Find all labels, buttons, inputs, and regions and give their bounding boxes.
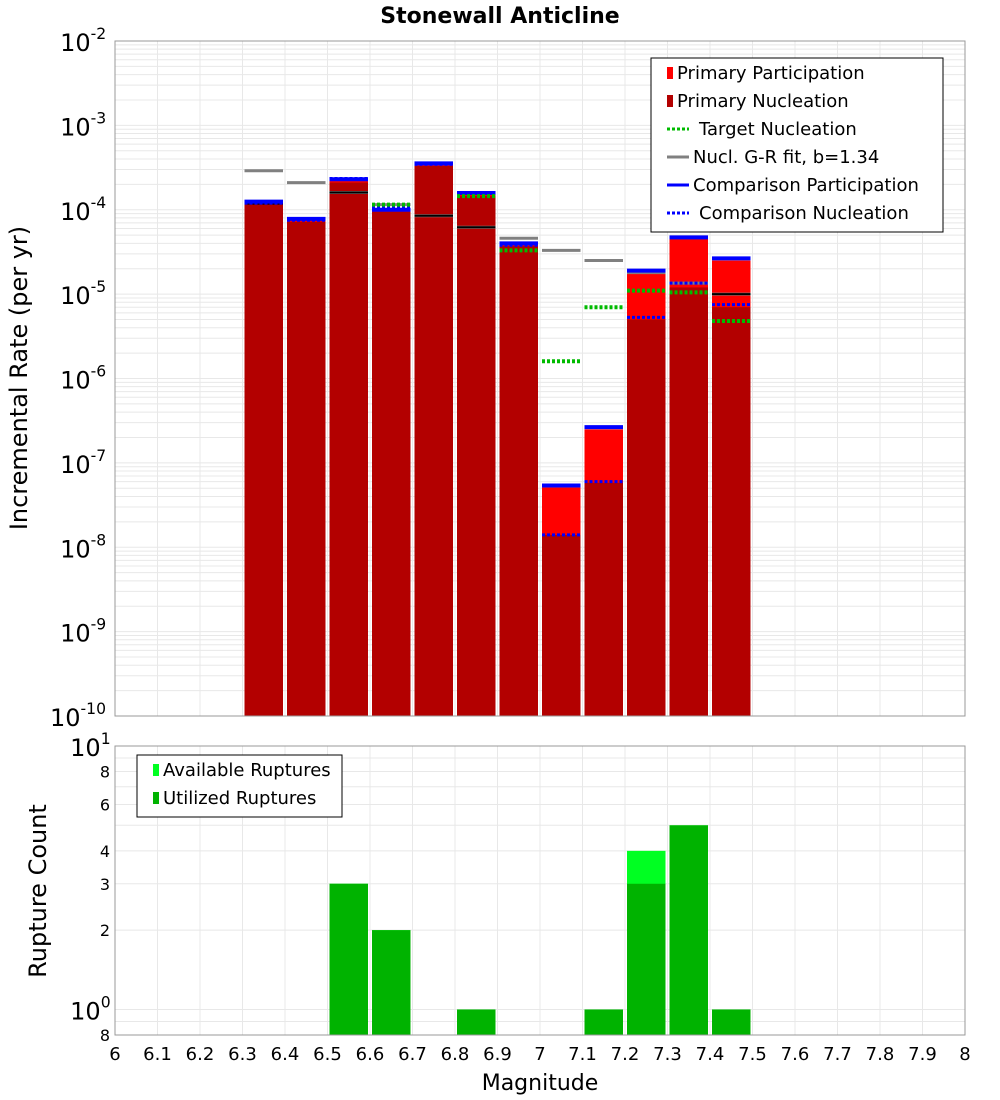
bottom-y-axis-label: Rupture Count <box>24 804 52 978</box>
x-tick-label: 6 <box>109 1044 120 1065</box>
y-tick-label: 8 <box>100 1026 110 1045</box>
primary-nucleation-bar <box>627 319 666 716</box>
primary-nucleation-bar <box>287 221 326 716</box>
y-tick-label: 4 <box>100 842 110 861</box>
y-tick-label: 10-2 <box>60 25 106 57</box>
y-tick-label: 6 <box>100 795 110 814</box>
x-axis-label: Magnitude <box>482 1071 599 1096</box>
bottom-legend: Available Ruptures Utilized Ruptures <box>136 754 343 818</box>
x-tick-label: 6.3 <box>228 1044 257 1065</box>
utilized-ruptures-bar <box>627 883 666 1035</box>
x-tick-label: 6.1 <box>143 1044 172 1065</box>
primary-nucleation-bar <box>244 204 283 717</box>
legend-swatch <box>153 792 159 804</box>
utilized-ruptures-bar <box>457 1009 496 1035</box>
x-tick-label: 7.5 <box>738 1044 767 1065</box>
top-legend: Primary Participation Primary Nucleation T… <box>650 57 944 233</box>
top-plot-frame <box>114 40 966 717</box>
x-tick-label: 6.5 <box>313 1044 342 1065</box>
top-plot-bars <box>244 164 751 717</box>
x-tick-label: 7.7 <box>823 1044 852 1065</box>
top-y-tick-labels: 10-10 10-9 10-8 10-7 10-6 10-5 10-4 10-3 10-2 <box>50 25 106 732</box>
legend-box <box>136 754 343 818</box>
utilized-ruptures-bar <box>372 930 411 1035</box>
y-tick-label: 10-10 <box>50 700 106 732</box>
primary-nucleation-bar <box>372 211 411 716</box>
primary-nucleation-bar <box>712 307 751 716</box>
legend-label: Primary Participation <box>677 63 865 84</box>
legend-swatch <box>667 67 673 79</box>
x-tick-label: 7.2 <box>611 1044 640 1065</box>
primary-nucleation-bar <box>542 534 581 716</box>
legend-label: Utilized Ruptures <box>163 788 316 809</box>
y-tick-label: 8 <box>100 763 110 782</box>
legend-label: Target Nucleation <box>698 119 857 140</box>
y-tick-label: 10-3 <box>60 109 106 141</box>
y-tick-label: 10-8 <box>60 531 106 563</box>
legend-swatch <box>667 95 673 107</box>
x-tick-label: 6.7 <box>398 1044 427 1065</box>
y-tick-label: 101 <box>70 730 110 762</box>
y-tick-label: 3 <box>100 875 110 894</box>
y-tick-label: 10-9 <box>60 616 106 648</box>
legend-label: Available Ruptures <box>163 760 331 781</box>
primary-nucleation-bar <box>499 246 538 716</box>
y-tick-label: 10-6 <box>60 363 106 395</box>
y-tick-label: 10-5 <box>60 278 106 310</box>
x-tick-label: 6.8 <box>441 1044 470 1065</box>
utilized-ruptures-bar <box>669 825 708 1035</box>
primary-nucleation-bar <box>414 166 453 717</box>
x-tick-label: 7.3 <box>653 1044 682 1065</box>
primary-nucleation-bar <box>329 182 368 716</box>
x-tick-label: 6.4 <box>271 1044 300 1065</box>
top-plot-marks <box>244 161 751 537</box>
y-tick-label: 10-4 <box>60 194 106 226</box>
legend-label: Primary Nucleation <box>677 91 849 112</box>
x-tick-label: 7.9 <box>908 1044 937 1065</box>
legend-swatch <box>153 764 159 776</box>
top-y-axis-label: Incremental Rate (per yr) <box>5 226 33 530</box>
x-tick-label: 7 <box>534 1044 545 1065</box>
x-tick-labels: 6 6.1 6.2 6.3 6.4 6.5 6.6 6.7 6.8 6.9 7 7.1 7.2 7.3 7.… <box>109 1044 970 1065</box>
primary-nucleation-bar <box>457 196 496 716</box>
x-tick-label: 6.6 <box>356 1044 385 1065</box>
bottom-plot-frame <box>114 745 966 1036</box>
x-tick-label: 7.8 <box>866 1044 895 1065</box>
legend-box <box>650 57 944 233</box>
y-tick-label: 100 <box>70 993 110 1025</box>
utilized-ruptures-bar <box>712 1009 751 1035</box>
chart-title: Stonewall Anticline <box>380 4 619 29</box>
x-tick-label: 7.6 <box>781 1044 810 1065</box>
legend-label: Comparison Participation <box>693 175 919 196</box>
primary-nucleation-bar <box>669 287 708 716</box>
legend-label: Nucl. G-R fit, b=1.34 <box>693 147 879 168</box>
x-tick-label: 8 <box>959 1044 970 1065</box>
x-tick-label: 7.4 <box>696 1044 725 1065</box>
x-tick-label: 6.2 <box>186 1044 215 1065</box>
y-tick-label: 10-7 <box>60 447 106 479</box>
x-tick-label: 6.9 <box>483 1044 512 1065</box>
y-tick-label: 2 <box>100 921 110 940</box>
utilized-ruptures-bar <box>584 1009 623 1035</box>
legend-label: Comparison Nucleation <box>699 203 909 224</box>
primary-nucleation-bar <box>584 482 623 716</box>
x-tick-label: 7.1 <box>568 1044 597 1065</box>
bottom-plot-bars <box>329 825 751 1035</box>
utilized-ruptures-bar <box>329 883 368 1035</box>
